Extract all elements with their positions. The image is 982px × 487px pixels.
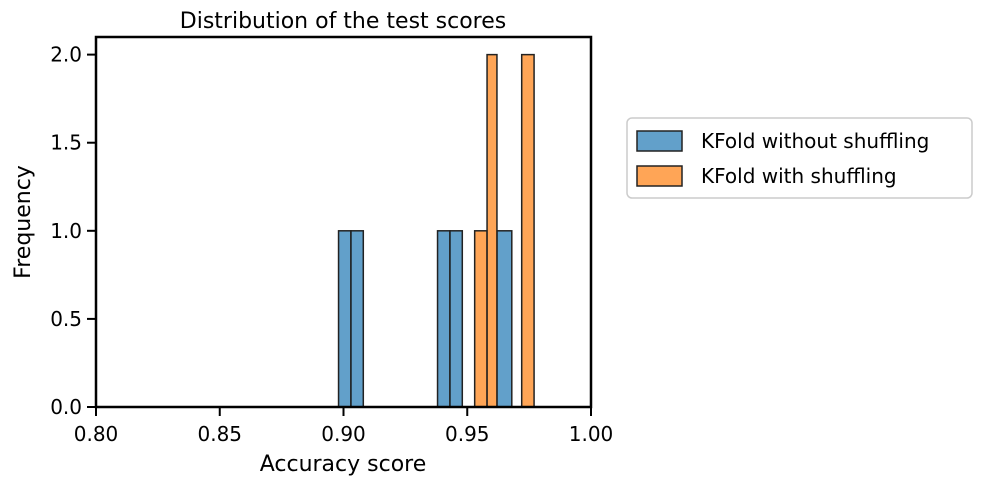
- legend-label: KFold with shuffling: [701, 164, 897, 188]
- y-tick-label: 1.0: [50, 219, 82, 243]
- chart-title: Distribution of the test scores: [180, 9, 506, 34]
- bar-with-shuffling-1: [486, 53, 498, 408]
- legend-swatch: [636, 165, 683, 187]
- legend-box: [626, 117, 973, 199]
- bar-without-shuffling-4: [496, 230, 513, 408]
- bar-without-shuffling-3: [449, 230, 464, 408]
- bar-without-shuffling-1: [350, 230, 365, 408]
- x-tick-label: 0.85: [197, 422, 242, 446]
- y-tick-label: 1.5: [50, 131, 82, 155]
- legend-swatch: [636, 130, 683, 152]
- y-tick-label: 2.0: [50, 43, 82, 67]
- bar-with-shuffling-2: [520, 53, 535, 408]
- x-tick-label: 0.90: [321, 422, 366, 446]
- bars-group: [337, 53, 535, 408]
- y-tick-label: 0.0: [50, 395, 82, 419]
- legend: KFold without shuffling KFold with shuffl…: [626, 117, 973, 199]
- x-tick-label: 0.95: [445, 422, 490, 446]
- bar-with-shuffling-0: [473, 230, 488, 408]
- bar-without-shuffling-2: [436, 230, 451, 408]
- y-tick-label: 0.5: [50, 307, 82, 331]
- legend-label: KFold without shuffling: [701, 129, 929, 153]
- x-axis-label: Accuracy score: [260, 452, 427, 477]
- bar-without-shuffling-0: [337, 230, 352, 408]
- x-tick-label: 1.00: [569, 422, 614, 446]
- axes-group: 0.80 0.85 0.90 0.95 1.00 0.0 0.5 1.0 1.5 2.0: [50, 35, 614, 446]
- x-tick-label: 0.80: [74, 422, 119, 446]
- y-axis-label: Frequency: [11, 165, 36, 279]
